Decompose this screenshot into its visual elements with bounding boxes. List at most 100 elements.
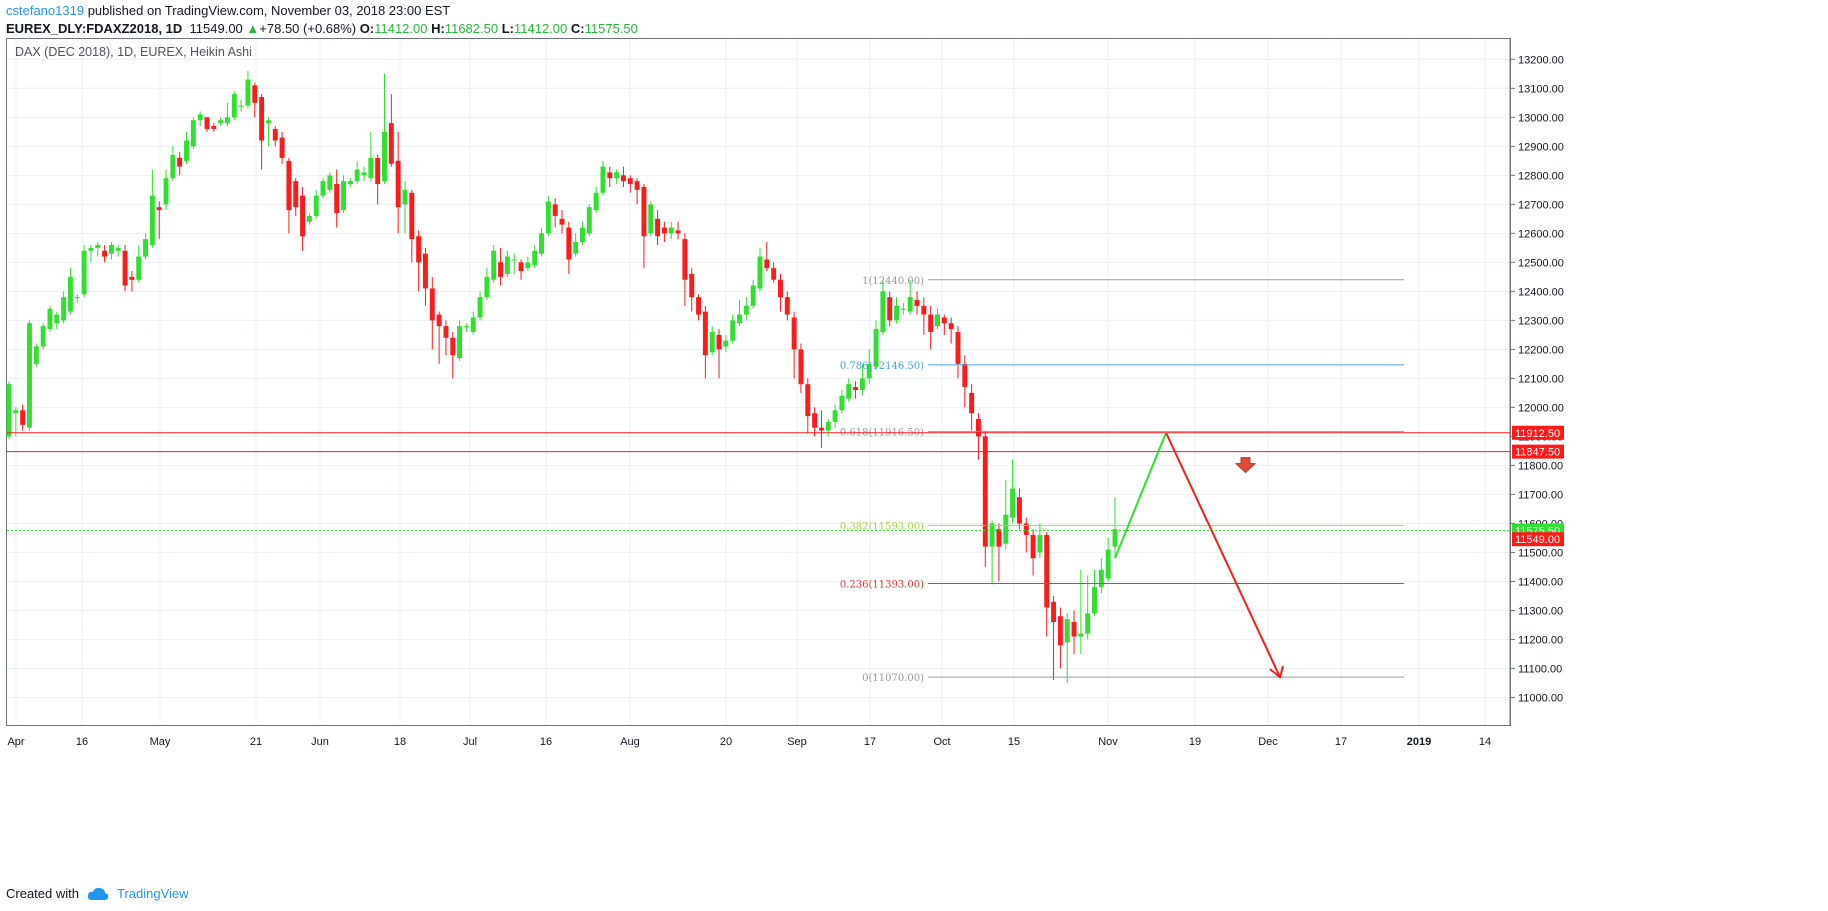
tradingview-cloud-icon (87, 887, 109, 900)
candle-body (47, 308, 53, 330)
candle-body (163, 178, 169, 205)
y-tick-label: 12100.00 (1518, 373, 1564, 385)
candle-body (320, 181, 326, 196)
candle-body (580, 227, 585, 243)
candle-body (1085, 613, 1091, 634)
candle-body (593, 192, 599, 211)
candle-body (655, 218, 661, 237)
candle-body (1071, 622, 1077, 637)
candle-body (190, 120, 196, 147)
price-change: +78.50 (+0.68%) (259, 21, 357, 36)
candle-body (450, 337, 456, 356)
candle-body (1030, 535, 1036, 559)
publish-info: cstefano1319 published on TradingView.co… (6, 3, 450, 18)
low-label: L: (501, 21, 514, 36)
candle-body (286, 160, 292, 211)
candle-body (948, 323, 954, 330)
candle-body (368, 157, 374, 179)
x-tick-label: Jul (463, 736, 477, 748)
candle-body (620, 175, 626, 182)
candle-body (149, 195, 155, 245)
candle-body (1064, 619, 1070, 643)
candle-body (491, 250, 497, 280)
candle-body (955, 331, 961, 364)
x-tick-label: Dec (1258, 736, 1278, 748)
candle-body (859, 378, 865, 390)
candle-body (252, 85, 258, 103)
candle-body (975, 418, 981, 437)
candle-body (265, 120, 271, 124)
candle-body (402, 189, 408, 205)
candle-body (422, 253, 428, 289)
candle-body (184, 140, 189, 161)
candle-body (757, 256, 763, 289)
candle-body (723, 340, 729, 347)
candle-body (477, 297, 483, 318)
candle-body (388, 123, 394, 164)
candle-body (498, 262, 504, 277)
x-tick-label: Apr (7, 736, 24, 748)
symbol-info: EUREX_DLY:FDAXZ2018, 1D 11549.00 ▲+78.50… (6, 21, 638, 36)
author-link[interactable]: cstefano1319 (6, 3, 85, 18)
tradingview-brand[interactable]: TradingView (116, 886, 189, 901)
fib-level-label: 0(11070.00) (862, 673, 924, 684)
x-tick-label: May (150, 736, 171, 748)
last-price-box (1512, 532, 1564, 547)
candle-body (170, 155, 176, 179)
down-arrow-icon (1234, 457, 1257, 474)
y-tick-label: 11300.00 (1518, 605, 1563, 617)
candle-body (136, 256, 142, 280)
y-tick-label: 13200.00 (1518, 54, 1564, 66)
candle-body (689, 273, 695, 298)
candle-body (327, 175, 333, 190)
fib-level-label: 1(12440.00) (862, 276, 924, 287)
candle-body (361, 172, 367, 176)
candle-body (279, 137, 285, 158)
x-tick-label: 17 (1335, 736, 1347, 748)
candle-body (573, 242, 579, 254)
candle-body (791, 317, 797, 350)
candle-body (586, 207, 592, 234)
candle-body (88, 247, 94, 251)
candle-body (1051, 601, 1057, 623)
candle-body (300, 195, 306, 237)
y-tick-label: 13000.00 (1518, 112, 1564, 124)
candle-body (532, 250, 538, 266)
chart-frame[interactable] (6, 38, 1511, 726)
candle-body (6, 384, 12, 437)
candle-body (457, 326, 463, 359)
candle-body (238, 105, 244, 107)
high-label: H: (431, 21, 445, 36)
y-tick-label: 12700.00 (1518, 199, 1564, 211)
candle-body (696, 297, 702, 315)
last-price: 11549.00 (189, 21, 243, 36)
candle-body (900, 308, 906, 310)
candle-body (313, 195, 319, 216)
candle-body (470, 317, 476, 332)
candle-body (518, 262, 524, 272)
candle-body (648, 204, 654, 234)
candle-body (805, 384, 811, 417)
close-label: C: (570, 21, 585, 36)
candle-body (1044, 535, 1050, 608)
candle-body (996, 529, 1002, 547)
candle-body (545, 201, 551, 234)
x-tick-label: Oct (933, 736, 950, 748)
candle-body (818, 427, 824, 431)
candle-body (812, 413, 818, 428)
open-label: O: (359, 21, 375, 36)
y-tick-label: 12500.00 (1518, 257, 1564, 269)
candle-body (122, 250, 128, 286)
x-tick-label: 15 (1008, 736, 1020, 748)
fib-level-label: 0.236(11393.00) (840, 579, 924, 590)
candle-body (716, 334, 722, 350)
projection-arrowhead (1269, 665, 1284, 679)
candle-body (614, 172, 620, 179)
candle-body (1078, 633, 1084, 637)
x-tick-label: Nov (1098, 736, 1118, 748)
y-tick-label: 12800.00 (1518, 170, 1564, 182)
candle-body (375, 157, 381, 185)
candle-body (709, 331, 715, 353)
candle-body (1057, 616, 1063, 646)
